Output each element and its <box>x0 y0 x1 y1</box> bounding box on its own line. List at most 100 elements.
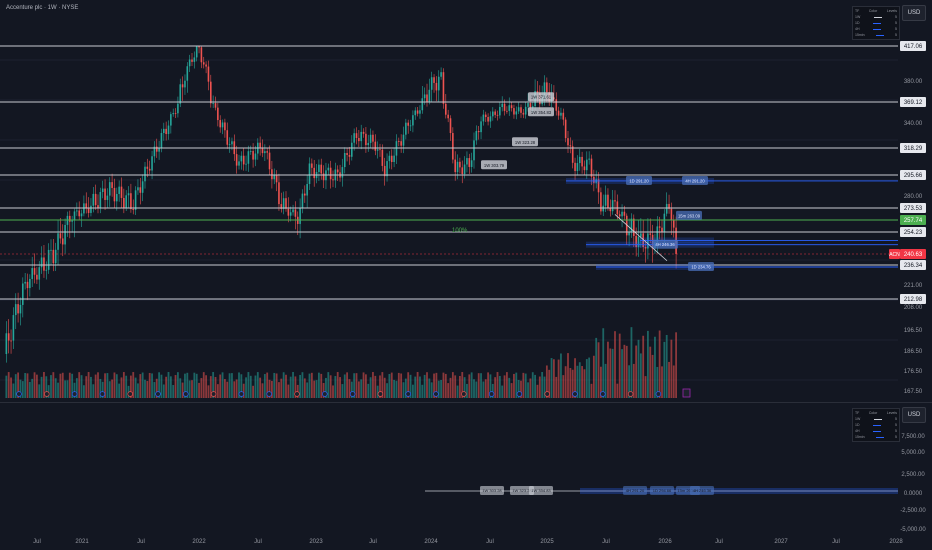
volume-bar <box>468 374 471 398</box>
candle-body <box>69 215 71 222</box>
candle-body <box>524 106 527 115</box>
price-level-label: 295.66 <box>904 173 923 179</box>
candle-body <box>574 162 576 172</box>
earnings-marker <box>16 391 22 397</box>
candle-body <box>177 103 179 114</box>
volume-bar <box>529 378 532 398</box>
volume-bar <box>235 379 238 398</box>
volume-bar <box>588 357 591 398</box>
volume-bar <box>649 346 652 398</box>
candle-body <box>235 154 238 166</box>
volume-bar <box>167 372 170 398</box>
levels-legend-lower[interactable]: TF Color Levels 1W 5 1D 5 4H 5 15min 5 <box>852 408 900 442</box>
candle-body <box>12 315 15 341</box>
volume-bar <box>543 376 546 398</box>
candle-body <box>252 151 254 160</box>
annotation-chip-label: 1W 371.61 <box>531 95 552 100</box>
legend-color-swatch[interactable] <box>873 430 882 432</box>
candle-body <box>494 111 496 115</box>
volume-bar <box>216 384 219 398</box>
time-axis-tick: 2026 <box>658 539 672 545</box>
candle-body <box>207 66 210 82</box>
legend-row[interactable]: 1D 5 <box>855 20 897 26</box>
legend-row[interactable]: 1W 5 <box>855 416 897 422</box>
volume-bar <box>555 376 558 398</box>
legend-row[interactable]: 1D 5 <box>855 422 897 428</box>
legend-row[interactable]: 1W 5 <box>855 14 897 20</box>
volume-bar <box>238 372 240 398</box>
volume-bar <box>365 374 367 398</box>
volume-bar <box>531 372 534 398</box>
sub-annotation-label: 15m 263.09 <box>677 488 699 493</box>
candle-body <box>26 281 29 289</box>
legend-color-swatch[interactable] <box>875 436 884 438</box>
legend-color-swatch[interactable] <box>873 28 882 30</box>
candle-body <box>456 161 459 173</box>
volume-bar <box>416 372 419 398</box>
legend-color-swatch[interactable] <box>873 424 882 426</box>
legend-color-swatch[interactable] <box>875 34 884 36</box>
levels-legend[interactable]: TF Color Levels 1W 5 1D 5 4H 5 15min 5 <box>852 6 900 40</box>
volume-bar <box>538 376 541 398</box>
candle-body <box>649 233 652 235</box>
candle-body <box>188 59 191 67</box>
candle-body <box>57 233 59 250</box>
candle-body <box>165 128 167 135</box>
volume-bar <box>240 374 243 398</box>
volume-bar <box>75 378 78 398</box>
legend-color-swatch[interactable] <box>873 16 882 18</box>
volume-bar <box>188 380 191 398</box>
candle-body <box>602 205 605 212</box>
volume-bar <box>285 374 287 398</box>
candle-body <box>210 81 212 104</box>
legend-color-swatch[interactable] <box>873 22 882 24</box>
currency-button-lower[interactable]: USD <box>902 407 926 423</box>
candle-body <box>224 122 226 131</box>
candle-body <box>623 211 626 216</box>
volume-bar <box>647 330 649 398</box>
volume-bar <box>614 331 616 398</box>
volume-bar <box>423 374 426 398</box>
candle-body <box>609 207 612 212</box>
pane-divider[interactable] <box>0 402 932 403</box>
candle-body <box>423 94 426 99</box>
candle-body <box>503 103 506 111</box>
legend-row[interactable]: 15min 5 <box>855 434 897 440</box>
volume-bar <box>97 372 99 398</box>
volume-bar <box>402 382 405 398</box>
sub-annotation-chip <box>650 486 674 495</box>
price-level-tag <box>900 97 926 107</box>
candle-body <box>480 121 482 133</box>
currency-button[interactable]: USD <box>902 5 926 21</box>
candle-body <box>644 246 647 249</box>
sub-annotation-chip <box>529 486 553 495</box>
legend-row[interactable]: 4H 5 <box>855 428 897 434</box>
volume-bar <box>560 353 562 398</box>
volume-bar <box>414 376 417 398</box>
candle-body <box>555 99 558 111</box>
candle-body <box>618 214 621 217</box>
legend-row[interactable]: 4H 5 <box>855 26 897 32</box>
volume-bar <box>212 372 215 398</box>
volume-bar <box>616 383 619 398</box>
candle-body <box>36 274 38 280</box>
time-axis-tick: Jul <box>486 539 494 545</box>
volume-bar <box>266 372 269 398</box>
volume-bar <box>224 379 226 398</box>
time-axis-tick: Jul <box>137 539 145 545</box>
sub-annotation-chip <box>510 486 534 495</box>
candle-body <box>473 140 475 161</box>
legend-color-swatch[interactable] <box>873 418 882 420</box>
candle-body <box>14 304 17 316</box>
legend-timeframe: 4H <box>855 27 860 31</box>
legend-row[interactable]: 15min 5 <box>855 32 897 38</box>
volume-bar <box>318 372 320 398</box>
candle-body <box>282 198 285 209</box>
legend-timeframe: 1W <box>855 15 861 19</box>
candle-body <box>174 113 177 114</box>
candle-body <box>278 182 280 205</box>
candle-body <box>336 169 339 173</box>
candle-body <box>445 103 447 115</box>
chart-title: Accenture plc · 1W · NYSE <box>6 5 79 11</box>
